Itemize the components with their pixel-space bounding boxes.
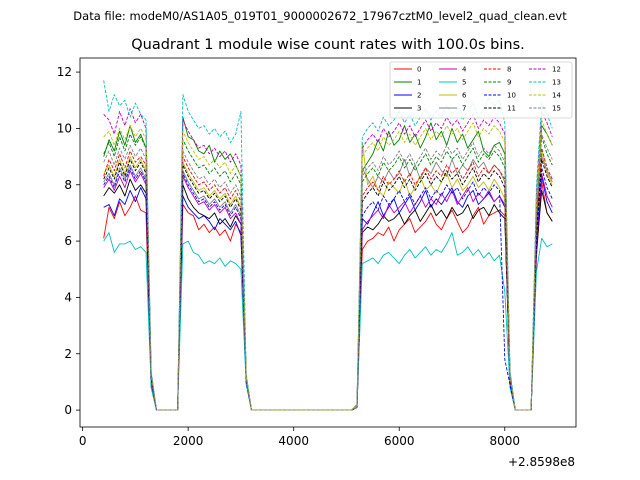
y-tick-label: 0 xyxy=(64,403,72,417)
legend-label-10: 10 xyxy=(507,92,516,100)
legend-label-7: 7 xyxy=(462,105,466,113)
series-line-15 xyxy=(103,133,553,411)
y-tick-label: 6 xyxy=(64,234,72,248)
legend-label-6: 6 xyxy=(462,92,467,100)
y-tick-label: 12 xyxy=(57,65,72,79)
legend-label-12: 12 xyxy=(552,66,561,74)
x-tick-label: 6000 xyxy=(384,434,415,448)
legend-label-3: 3 xyxy=(417,105,421,113)
legend-label-4: 4 xyxy=(462,66,467,74)
legend-label-0: 0 xyxy=(417,66,421,74)
y-tick-label: 8 xyxy=(64,178,72,192)
legend-label-2: 2 xyxy=(417,92,421,100)
legend-label-9: 9 xyxy=(507,79,511,87)
series-line-5 xyxy=(103,232,553,411)
y-tick-label: 2 xyxy=(64,347,72,361)
legend-label-11: 11 xyxy=(507,105,516,113)
y-tick-label: 10 xyxy=(57,121,72,135)
chart-title: Quadrant 1 module wise count rates with … xyxy=(131,37,525,53)
legend-label-1: 1 xyxy=(417,79,421,87)
x-tick-label: 2000 xyxy=(173,434,204,448)
x-offset-label: +2.8598e8 xyxy=(508,455,575,469)
x-tick-label: 8000 xyxy=(489,434,520,448)
axes-frame xyxy=(79,57,577,428)
series-line-1 xyxy=(103,116,553,411)
series-layer xyxy=(103,80,553,411)
legend-label-8: 8 xyxy=(507,66,511,74)
y-tick-label: 4 xyxy=(64,290,72,304)
series-line-14 xyxy=(103,119,553,411)
series-line-12 xyxy=(103,108,553,411)
series-line-8 xyxy=(103,147,553,411)
series-line-4 xyxy=(103,170,553,411)
y-axis: 0 2 4 6 8 10 12 xyxy=(57,65,80,417)
figure-suptitle: Data file: modeM0/AS1A05_019T01_90000026… xyxy=(73,9,567,23)
legend-label-15: 15 xyxy=(552,105,561,113)
x-axis: 0 2000 4000 6000 8000 xyxy=(79,427,520,448)
series-line-3 xyxy=(103,178,553,411)
series-line-2 xyxy=(103,175,553,411)
legend-box xyxy=(389,61,573,119)
x-tick-label: 0 xyxy=(79,434,87,448)
legend-label-5: 5 xyxy=(462,79,466,87)
legend-label-13: 13 xyxy=(552,79,561,87)
series-line-6 xyxy=(103,142,553,411)
series-line-10 xyxy=(103,167,553,411)
series-line-0 xyxy=(103,181,553,411)
series-line-7 xyxy=(103,156,553,411)
legend-label-14: 14 xyxy=(552,92,561,100)
x-tick-label: 4000 xyxy=(278,434,309,448)
